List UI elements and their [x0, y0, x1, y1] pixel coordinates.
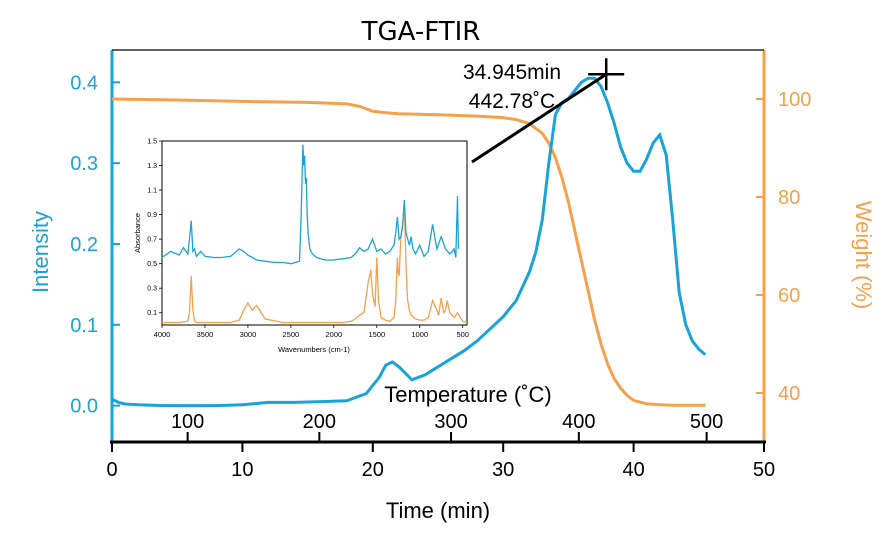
inset-x-tick-label: 4000 [154, 330, 171, 339]
y2-axis-label: Weight (%) [851, 201, 876, 309]
inset-y-tick-label: 0.7 [147, 237, 157, 244]
inset-y-tick-label: 0.5 [147, 261, 157, 268]
intensity-tick-label: 0.2 [70, 234, 98, 256]
inset-x-axis-label: Wavenumbers (cm-1) [278, 345, 350, 354]
secondary-x-axis-label: Temperature (˚C) [384, 382, 551, 407]
x-tick-label: 30 [492, 459, 514, 481]
x-axis-label: Time (min) [386, 498, 490, 523]
annotation-callout-line [471, 72, 608, 164]
inset-y-axis-ticks: 0.1 0.3 0.5 0.7 0.9 1.1 1.3 1.5 [147, 139, 162, 317]
intensity-series-line [111, 76, 707, 408]
inset-x-tick-label: 1000 [411, 330, 428, 339]
inset-y-tick-label: 0.9 [147, 212, 157, 219]
intensity-axis-ticks: 0.0 0.1 0.2 0.3 0.4 [70, 72, 120, 418]
inset-x-tick-label: 1500 [368, 330, 385, 339]
x-tick-label: 20 [362, 459, 384, 481]
intensity-tick-label: 0.4 [70, 72, 98, 94]
inset-y-tick-label: 0.1 [147, 310, 157, 317]
temperature-tick-label: 200 [303, 411, 336, 433]
inset-blue-spectrum [161, 144, 460, 265]
inset-x-tick-label: 3000 [240, 330, 257, 339]
temperature-tick-label: 300 [434, 411, 467, 433]
weight-tick-label: 40 [778, 383, 800, 405]
temperature-tick-label: 500 [690, 411, 723, 433]
inset-x-tick-label: 3500 [197, 330, 214, 339]
x-tick-label: 0 [106, 459, 117, 481]
annotation-temperature-label: 442.78˚C [469, 90, 555, 113]
inset-y-tick-label: 1.1 [147, 188, 157, 195]
chart-title: TGA-FTIR [361, 17, 481, 47]
temperature-tick-label: 400 [562, 411, 595, 433]
temperature-axis-ticks: 100 200 300 400 500 [171, 411, 723, 442]
inset-y-tick-label: 0.3 [147, 286, 157, 293]
intensity-tick-label: 0.3 [70, 153, 98, 175]
annotation-time-label: 34.945min [463, 61, 561, 84]
x-tick-label: 10 [231, 459, 253, 481]
weight-series-line [111, 97, 706, 407]
intensity-tick-label: 0.0 [70, 396, 98, 418]
inset-orange-spectrum [162, 202, 468, 324]
weight-axis-ticks: 40 60 80 100 [756, 89, 811, 405]
inset-y-tick-label: 1.3 [147, 163, 157, 170]
intensity-tick-label: 0.1 [70, 315, 98, 337]
weight-tick-label: 100 [778, 89, 811, 111]
inset-x-tick-label: 2500 [283, 330, 300, 339]
inset-y-tick-label: 1.5 [147, 139, 157, 146]
x-tick-label: 40 [622, 459, 644, 481]
y-axis-label: Intensity [28, 211, 53, 293]
weight-tick-label: 80 [778, 187, 800, 209]
x-tick-label: 50 [753, 459, 775, 481]
inset-x-axis-ticks: 4000 3500 3000 2500 2000 1500 1000 500 [154, 325, 469, 339]
ftir-inset: 4000 3500 3000 2500 2000 1500 1000 500 0.10.30.… [133, 139, 469, 355]
inset-y-axis-label: Absorbance [133, 213, 142, 253]
weight-tick-label: 60 [778, 285, 800, 307]
inset-x-tick-label: 500 [456, 330, 469, 339]
x-axis-ticks: 0 10 20 30 40 50 [106, 442, 775, 481]
inset-frame [161, 140, 468, 326]
temperature-tick-label: 100 [171, 411, 204, 433]
inset-x-tick-label: 2000 [325, 330, 342, 339]
